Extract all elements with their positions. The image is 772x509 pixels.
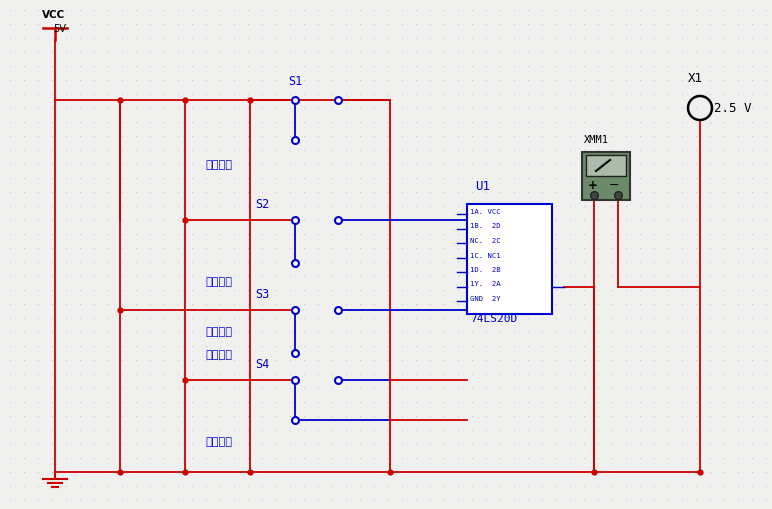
Text: XMM1: XMM1 <box>584 135 609 145</box>
Text: +: + <box>588 179 598 192</box>
Text: −: − <box>609 179 619 192</box>
Text: S4: S4 <box>255 358 269 371</box>
Text: 5V: 5V <box>53 24 66 34</box>
Text: GND  2Y: GND 2Y <box>470 296 500 302</box>
Text: U1: U1 <box>475 180 490 193</box>
Text: 1D.  2B: 1D. 2B <box>470 267 500 273</box>
Text: 74LS20D: 74LS20D <box>470 314 517 324</box>
Text: 键＝空格: 键＝空格 <box>205 160 232 170</box>
Bar <box>586 155 626 176</box>
Text: 键＝空格: 键＝空格 <box>205 327 232 337</box>
Text: 1A. VCC: 1A. VCC <box>470 209 500 215</box>
Text: 1C. NC1: 1C. NC1 <box>470 252 500 259</box>
Text: 键＝空格: 键＝空格 <box>205 437 232 447</box>
Text: 1B.  2D: 1B. 2D <box>470 223 500 230</box>
Text: X1: X1 <box>688 72 703 85</box>
Text: S1: S1 <box>288 75 303 88</box>
Text: NC.  2C: NC. 2C <box>470 238 500 244</box>
Text: 键＝空格: 键＝空格 <box>205 277 232 287</box>
Bar <box>467 204 552 314</box>
Bar <box>582 152 630 200</box>
Text: 键＝空格: 键＝空格 <box>205 350 232 360</box>
Text: S2: S2 <box>255 198 269 211</box>
Text: 2.5 V: 2.5 V <box>714 102 751 115</box>
Text: S3: S3 <box>255 288 269 301</box>
Text: VCC: VCC <box>42 10 66 20</box>
Text: 1Y.  2A: 1Y. 2A <box>470 281 500 288</box>
